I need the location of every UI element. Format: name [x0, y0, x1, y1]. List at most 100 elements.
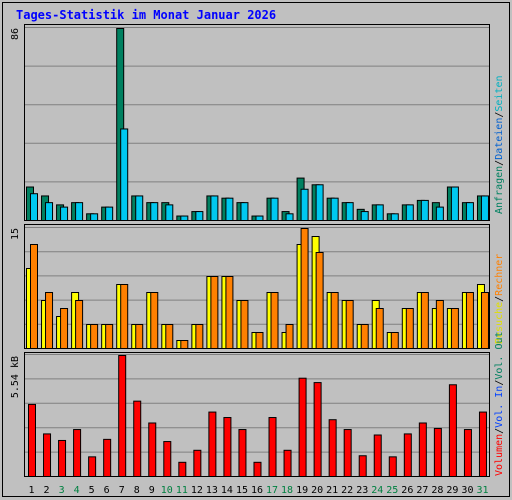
visits-bar-rechner: [135, 324, 144, 349]
visits-bar-rechner: [30, 244, 38, 349]
legend-entry-vol-in: Vol. In: [494, 386, 505, 428]
visits-bar-rechner: [255, 332, 264, 349]
x-tick-label: 24: [371, 485, 383, 496]
x-tick-label: 31: [476, 485, 488, 496]
x-tick-label: 8: [134, 485, 140, 496]
visits-bar-rechner: [450, 308, 459, 349]
x-tick-label: 6: [104, 485, 110, 496]
volume-bar-volumen: [418, 422, 427, 477]
volume-bar-volumen: [463, 429, 472, 477]
volume-bar-volumen: [298, 377, 307, 478]
x-tick-label: 15: [236, 485, 248, 496]
legend-separator: /: [494, 112, 505, 118]
legend-entry-seiten: Seiten: [494, 75, 505, 111]
x-tick-label: 25: [386, 485, 398, 496]
visits-bar-rechner: [165, 324, 174, 349]
requests-bar-dateien: [345, 202, 354, 222]
volume-ymax-label: 5.54 kB: [10, 356, 21, 398]
volume-bar-volumen: [88, 456, 97, 477]
volume-bar-volumen: [148, 422, 157, 477]
legend-separator: /: [494, 428, 505, 434]
volume-bar-volumen: [103, 438, 112, 477]
requests-ymax-label: 86: [10, 28, 21, 40]
x-tick-label: 3: [59, 485, 65, 496]
requests-legend: Anfragen/Dateien/Seiten: [494, 75, 505, 214]
x-tick-label: 27: [416, 485, 428, 496]
visits-bar-rechner: [360, 324, 369, 349]
requests-bar-dateien: [375, 204, 384, 221]
legend-separator: /: [494, 380, 505, 386]
x-tick-label: 11: [176, 485, 188, 496]
visits-bar-rechner: [315, 252, 324, 349]
legend-entry-vol-out: Vol. Out: [494, 331, 505, 379]
requests-panel: 86: [10, 24, 490, 222]
visits-bar-rechner: [180, 340, 189, 349]
visits-bar-rechner: [390, 332, 399, 349]
requests-bar-dateien: [210, 195, 219, 222]
volume-bar-volumen: [193, 449, 202, 478]
volume-bar-volumen: [448, 384, 457, 477]
volume-bar-volumen: [343, 429, 352, 477]
volume-bar-volumen: [388, 456, 397, 477]
visits-bar-rechner: [90, 324, 99, 349]
volume-bar-volumen: [478, 411, 487, 478]
visits-bar-rechner: [195, 324, 204, 349]
volume-bar-volumen: [328, 419, 337, 477]
legend-separator: /: [494, 296, 505, 302]
requests-bar-dateien: [75, 202, 84, 222]
requests-bar-dateien: [480, 195, 489, 222]
visits-bar-rechner: [435, 300, 444, 349]
volume-bar-volumen: [163, 441, 172, 477]
visits-bar-rechner: [225, 276, 234, 349]
volume-bar-volumen: [373, 434, 382, 477]
x-tick-label: 18: [281, 485, 293, 496]
volume-bar-volumen: [283, 449, 292, 478]
volume-bar-volumen: [28, 403, 36, 478]
volume-bar-volumen: [208, 411, 217, 478]
visits-bar-rechner: [480, 292, 489, 349]
requests-bar-dateien: [45, 202, 54, 222]
legend-entry-dateien: Dateien: [494, 118, 505, 160]
volume-panel: 5.54 kB: [10, 352, 490, 478]
legend-entry-besuche: Besuche: [494, 302, 505, 344]
requests-bar-dateien: [405, 204, 414, 221]
x-tick-label: 30: [461, 485, 473, 496]
requests-bar-dateien: [105, 206, 114, 221]
visits-bar-rechner: [330, 292, 339, 349]
x-tick-label: 17: [266, 485, 278, 496]
requests-bar-dateien: [435, 206, 444, 221]
volume-plot-area: [24, 352, 490, 477]
x-tick-label: 7: [119, 485, 125, 496]
volume-bar-volumen: [118, 355, 127, 477]
x-tick-label: 2: [44, 485, 50, 496]
visits-bar-rechner: [150, 292, 159, 349]
x-tick-label: 28: [431, 485, 443, 496]
x-tick-label: 12: [191, 485, 203, 496]
visits-ymax-label: 15: [10, 228, 21, 240]
volume-bar-volumen: [238, 429, 247, 477]
visits-bar-rechner: [105, 324, 114, 349]
requests-bar-dateien: [300, 188, 309, 221]
volume-bar-volumen: [313, 382, 322, 478]
x-tick-label: 5: [89, 485, 95, 496]
requests-bar-dateien: [180, 215, 189, 221]
volume-bar-volumen: [133, 400, 142, 477]
requests-bar-dateien: [255, 215, 264, 221]
visits-bar-rechner: [285, 324, 294, 349]
visits-bar-rechner: [300, 228, 309, 349]
x-tick-label: 1: [29, 485, 35, 496]
visits-bar-rechner: [420, 292, 429, 349]
visits-bar-rechner: [75, 300, 84, 349]
x-tick-label: 29: [446, 485, 458, 496]
requests-bar-dateien: [285, 213, 294, 221]
requests-bar-dateien: [270, 197, 279, 222]
x-tick-label: 20: [311, 485, 323, 496]
requests-bar-dateien: [420, 199, 429, 222]
requests-bar-dateien: [360, 211, 369, 221]
requests-bar-dateien: [150, 202, 159, 222]
volume-bar-volumen: [223, 417, 232, 477]
